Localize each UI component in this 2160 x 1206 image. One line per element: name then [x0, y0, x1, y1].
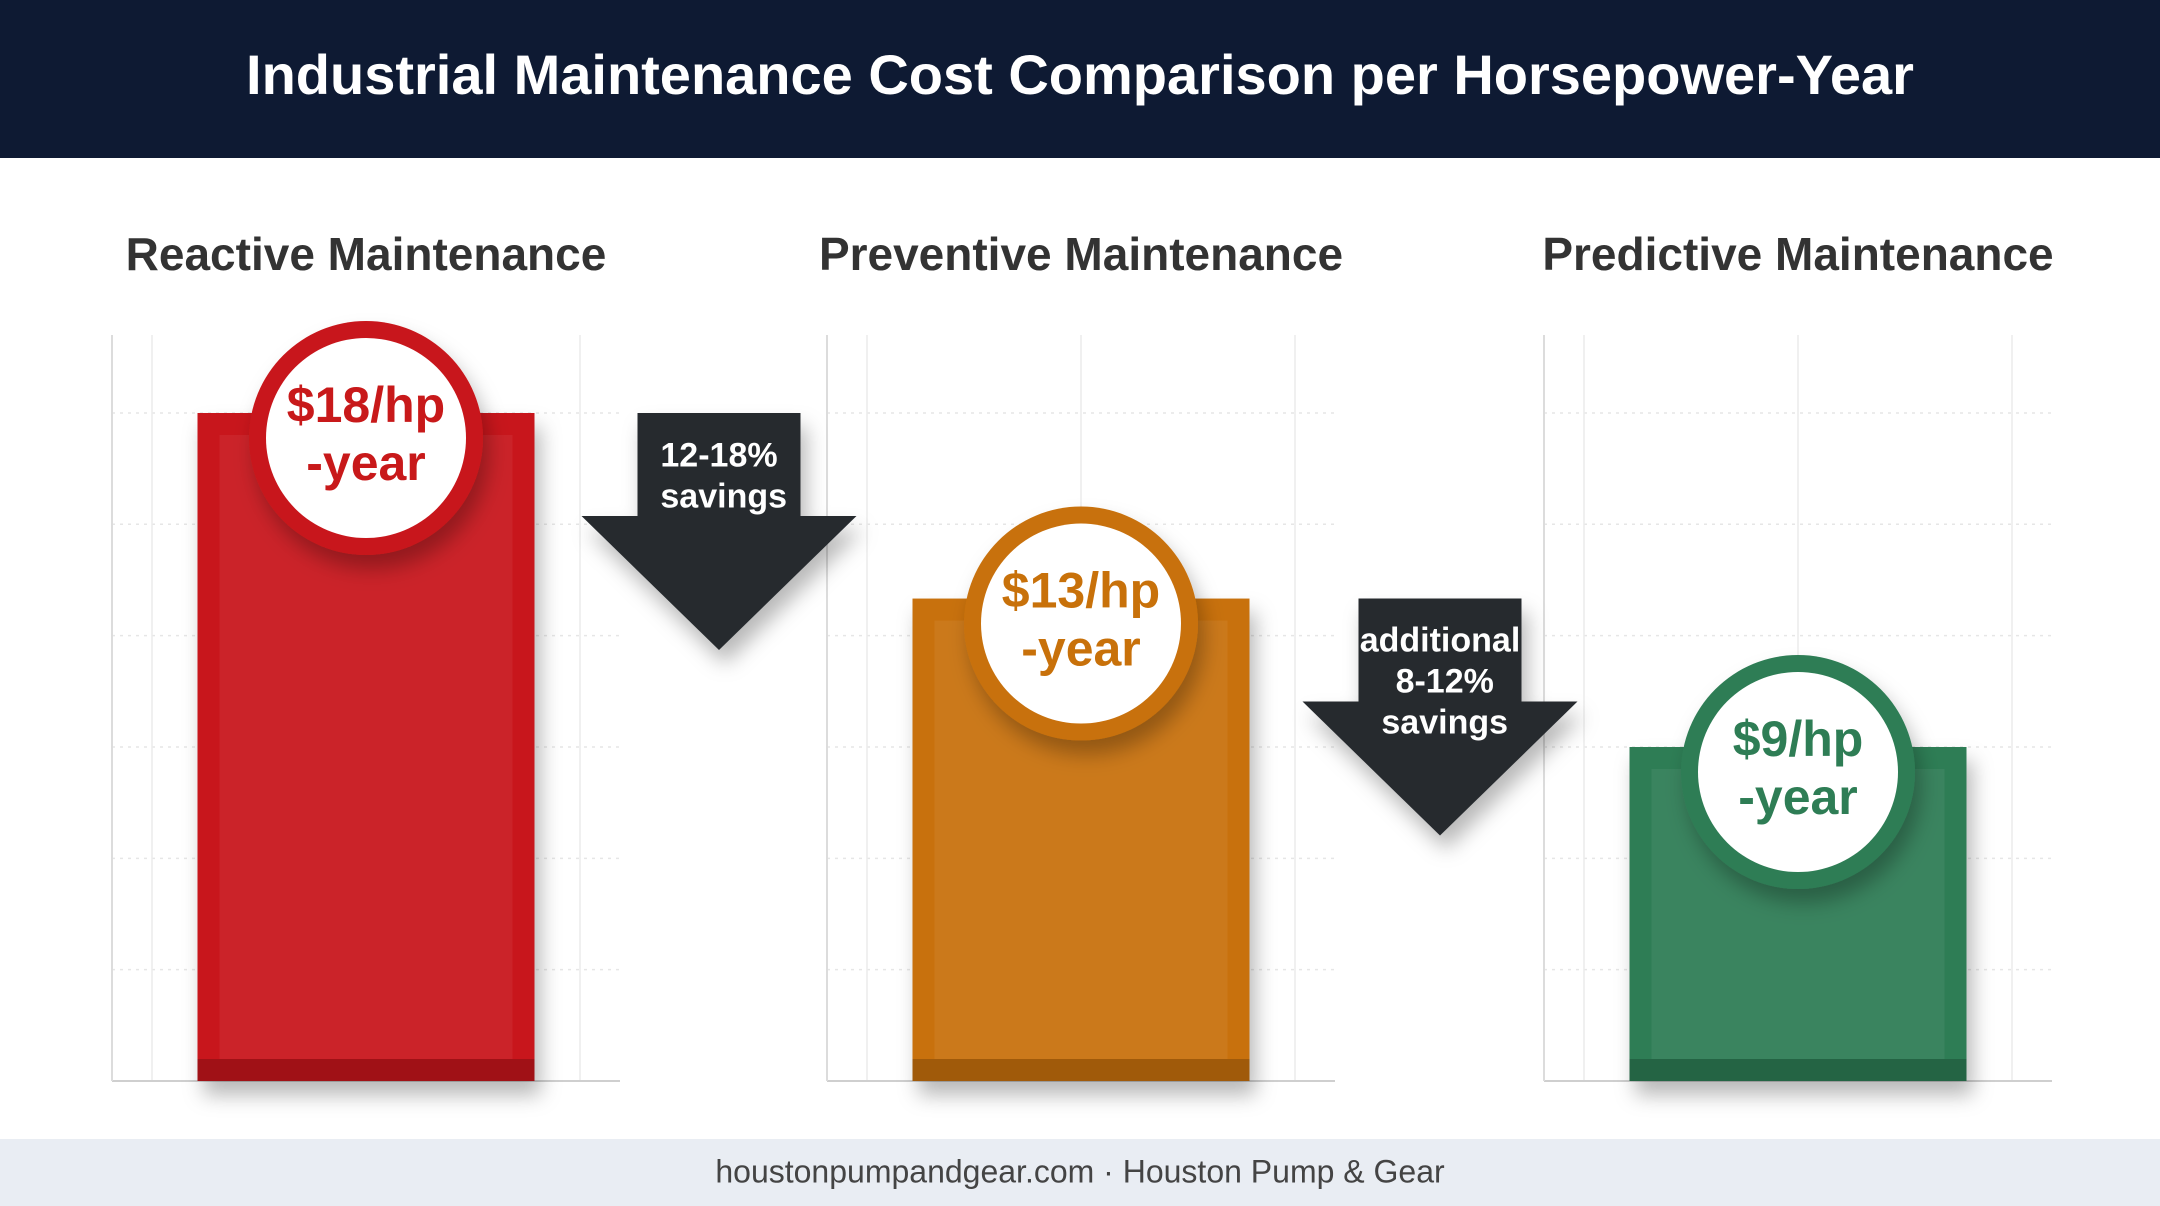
- chart-title: Industrial Maintenance Cost Comparison p…: [246, 43, 1914, 106]
- value-badge-inner: [266, 338, 466, 538]
- bar-bevel: [1629, 1059, 1967, 1081]
- annotation: 12-18% savings: [651, 436, 787, 515]
- savings-arrow: [581, 413, 857, 650]
- footer: houstonpumpandgear.com · Houston Pump & …: [715, 1153, 1445, 1189]
- header-bar: [0, 0, 2160, 158]
- value-badge-inner: [981, 523, 1181, 724]
- plot: Reactive Maintenance $18/hp -year Preventiv…: [126, 228, 2054, 1081]
- footer-bar: [0, 1139, 2160, 1206]
- value-label: $18/hp -year: [287, 377, 445, 491]
- value-label: $13/hp -year: [1002, 563, 1160, 677]
- bar-bevel: [197, 1059, 535, 1081]
- category-label: Reactive Maintenance: [126, 228, 607, 280]
- category-label: Predictive Maintenance: [1542, 228, 2053, 280]
- savings-arrow: [1302, 598, 1578, 836]
- value-badge-inner: [1698, 672, 1898, 872]
- bar-bevel: [912, 1059, 1250, 1081]
- category-label: Preventive Maintenance: [819, 228, 1343, 280]
- value-label: $9/hp -year: [1733, 711, 1864, 825]
- annotation: additional 8-12% savings: [1360, 622, 1521, 742]
